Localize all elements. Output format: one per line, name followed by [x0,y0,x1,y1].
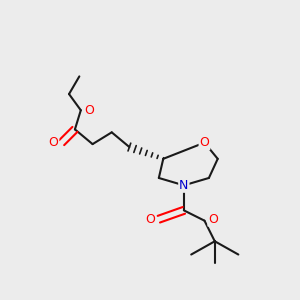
Text: O: O [84,104,94,117]
Text: N: N [179,179,188,192]
Text: O: O [49,136,58,149]
Text: O: O [208,213,218,226]
Text: O: O [145,213,155,226]
Text: O: O [200,136,209,149]
